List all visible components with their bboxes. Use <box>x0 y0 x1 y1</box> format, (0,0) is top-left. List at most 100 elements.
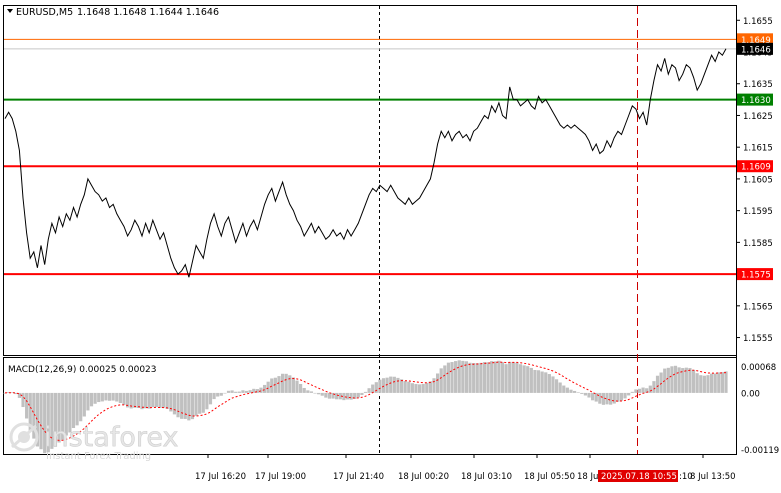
macd-histogram-bar <box>410 383 414 393</box>
macd-histogram-bar <box>190 392 195 420</box>
macd-histogram-bar <box>230 390 234 393</box>
macd-histogram-bar <box>706 375 710 393</box>
macd-histogram-bar <box>500 362 505 393</box>
macd-histogram-bar <box>648 385 652 393</box>
logo-icon-swoosh <box>11 424 37 449</box>
macd-histogram-bar <box>630 391 634 393</box>
macd-histogram-bar <box>295 380 299 393</box>
level-price-label: 1.1630 <box>741 96 771 106</box>
macd-histogram-bar <box>327 392 332 399</box>
macd-histogram-bar <box>392 376 396 393</box>
macd-histogram-bar <box>594 392 598 402</box>
macd-histogram-bar <box>345 392 350 400</box>
macd-histogram-bar <box>7 392 11 393</box>
macd-histogram-bar <box>180 392 184 419</box>
macd-histogram-bar <box>612 392 616 404</box>
current-price-tag <box>737 42 773 55</box>
macd-histogram-bar <box>86 392 90 411</box>
logo-icon <box>9 422 39 452</box>
macd-histogram-bar <box>14 392 18 395</box>
macd-histogram-bar <box>702 375 706 393</box>
macd-histogram-bar <box>71 392 76 429</box>
macd-histogram-bar <box>544 372 548 393</box>
macd-histogram-bar <box>176 392 180 418</box>
macd-histogram-bar <box>454 361 458 393</box>
macd-histogram-bar <box>425 382 429 393</box>
macd-histogram-bar <box>172 392 177 415</box>
price-layer <box>4 48 727 278</box>
level-price-tag <box>737 93 773 106</box>
macd-histogram-bar <box>717 372 721 393</box>
macd-histogram-bar <box>21 392 25 408</box>
ohlc-values: 1.1648 1.1648 1.1644 1.1646 <box>77 7 219 18</box>
macd-histogram-bar <box>720 372 724 393</box>
macd-histogram-bar <box>673 365 678 393</box>
symbol-label: EURUSD,M5 <box>16 7 73 18</box>
time-tick-label: 18 Jul 05:50 <box>524 472 575 482</box>
macd-histogram-bar <box>583 392 587 396</box>
macd-histogram-bar <box>479 362 483 393</box>
price-line <box>4 48 727 278</box>
macd-histogram-bar <box>273 377 277 393</box>
macd-histogram-bar <box>25 392 29 419</box>
macd-histogram-bar <box>468 362 472 393</box>
macd-histogram-bar <box>133 392 137 408</box>
macd-histogram-bar <box>299 383 303 393</box>
macd-histogram-bar <box>277 376 281 393</box>
macd-histogram-bar <box>421 383 425 393</box>
macd-histogram-bar <box>39 392 43 450</box>
current-price-label: 1.1646 <box>741 45 771 55</box>
macd-histogram-bar <box>3 392 7 394</box>
macd-histogram-bar <box>565 387 569 393</box>
macd-histogram-bar <box>68 392 72 433</box>
macd-histogram-bar <box>100 392 104 402</box>
macd-histogram-bar <box>688 368 692 393</box>
macd-histogram-bar <box>43 392 47 454</box>
macd-histogram-bar <box>713 373 717 393</box>
macd-histogram-bar <box>93 392 97 404</box>
macd-histogram-bar <box>125 392 130 408</box>
level-price-label: 1.1609 <box>741 163 771 173</box>
macd-histogram-bar <box>450 362 454 393</box>
macd-histogram-bar <box>248 390 252 393</box>
macd-histogram-bar <box>280 373 285 393</box>
chevron-down-icon[interactable] <box>7 9 13 13</box>
macd-histogram-bar <box>677 367 681 393</box>
macd-histogram-bar <box>335 392 339 400</box>
macd-signal-line <box>4 361 727 441</box>
time-tick-label: 18 Jul <box>577 472 601 482</box>
macd-histogram-bar <box>601 392 606 405</box>
level-price-tag <box>737 33 773 46</box>
level-price-label: 1.1649 <box>741 36 771 46</box>
macd-histogram-bar <box>659 372 663 393</box>
macd-histogram-bar <box>28 392 32 431</box>
macd-histogram-bar <box>511 362 515 393</box>
time-tick-label: 8 Jul 13:50 <box>690 472 736 482</box>
macd-histogram-bar <box>313 392 317 394</box>
macd-histogram-bar <box>396 377 400 393</box>
macd-histogram-bar <box>591 392 595 401</box>
macd-histogram-bar <box>605 392 609 405</box>
macd-histogram-bar <box>363 391 368 393</box>
price-tick-label: 1.1585 <box>743 239 773 249</box>
macd-histogram-bar <box>57 392 61 443</box>
macd-histogram-bar <box>547 374 551 393</box>
macd-histogram-bar <box>205 392 209 410</box>
macd-histogram-bar <box>360 392 364 396</box>
macd-histogram-bar <box>223 392 227 394</box>
macd-histogram-bar <box>75 392 79 426</box>
level-price-tag <box>737 160 773 173</box>
macd-histogram-bar <box>331 392 335 399</box>
macd-histogram-bar <box>475 363 479 393</box>
price-panel-frame <box>3 5 737 356</box>
macd-axis-label: 0.00 <box>741 389 760 399</box>
macd-histogram-bar <box>443 365 447 393</box>
macd-histogram-bar <box>266 381 270 393</box>
macd-histogram-bar <box>169 392 173 412</box>
macd-histogram-bar <box>670 366 674 393</box>
time-tick-label: 17 Jul 19:00 <box>255 472 306 482</box>
macd-histogram-bar <box>302 387 306 393</box>
macd-histogram-bar <box>417 384 422 393</box>
time-axis: 17 Jul 16:20 17 Jul 19:00 17 Jul 21:40 18 J… <box>195 454 736 482</box>
